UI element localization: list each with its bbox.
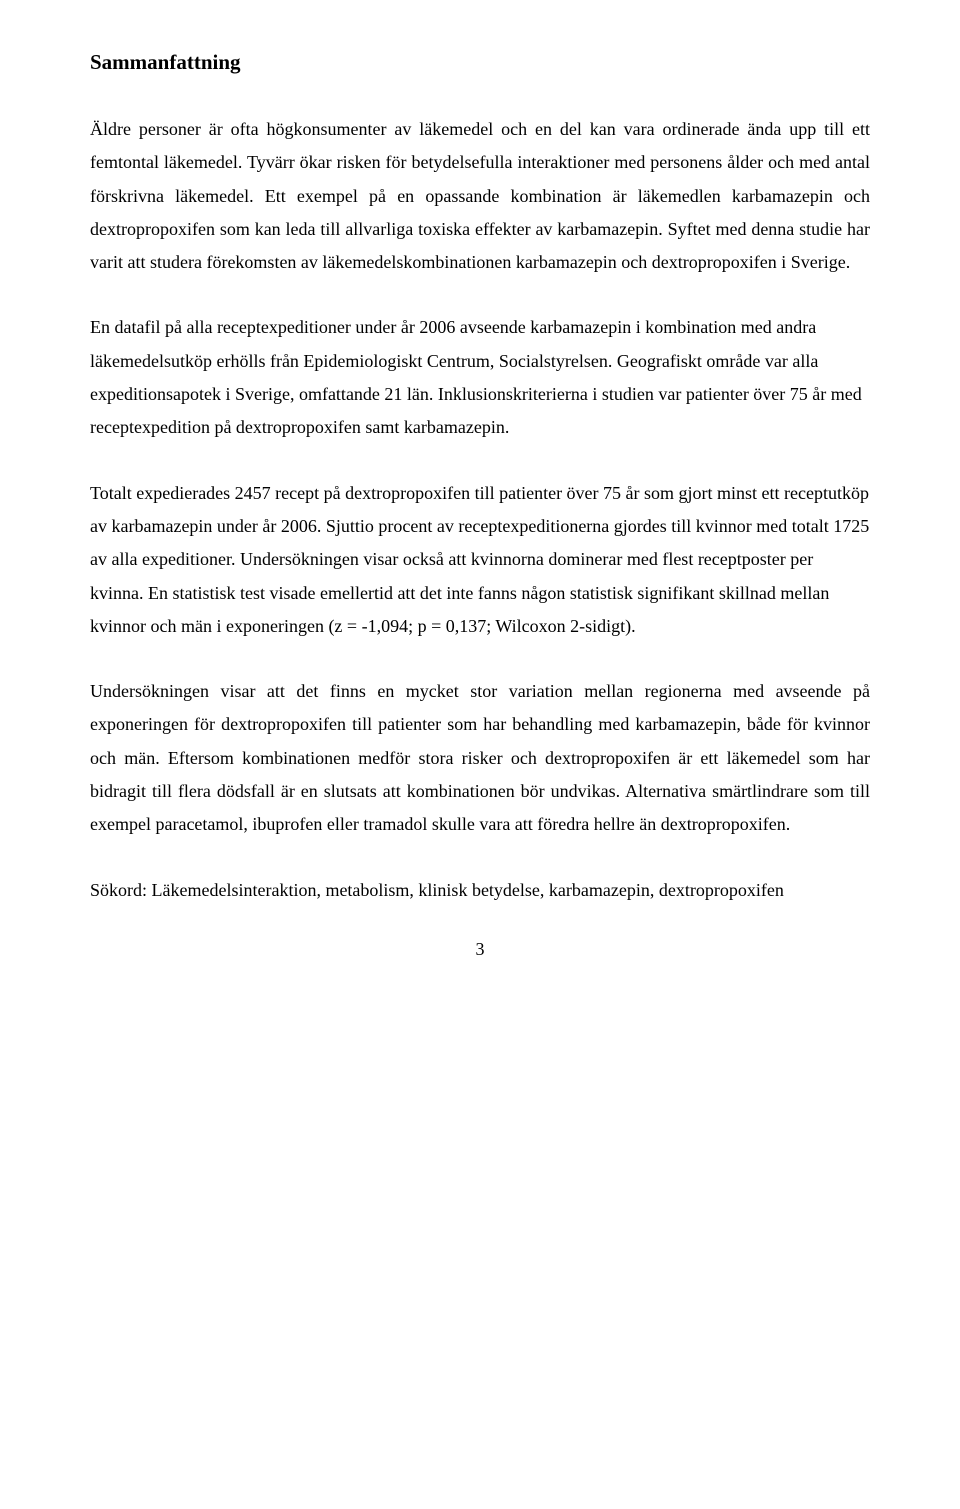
paragraph-method: En datafil på alla receptexpeditioner un…: [90, 311, 870, 444]
document-page: Sammanfattning Äldre personer är ofta hö…: [0, 0, 960, 1000]
paragraph-conclusion: Undersökningen visar att det finns en my…: [90, 675, 870, 841]
paragraph-results: Totalt expedierades 2457 recept på dextr…: [90, 477, 870, 643]
page-number: 3: [90, 939, 870, 960]
paragraph-keywords: Sökord: Läkemedelsinteraktion, metabolis…: [90, 874, 870, 907]
heading-sammanfattning: Sammanfattning: [90, 50, 870, 75]
paragraph-intro: Äldre personer är ofta högkonsumenter av…: [90, 113, 870, 279]
